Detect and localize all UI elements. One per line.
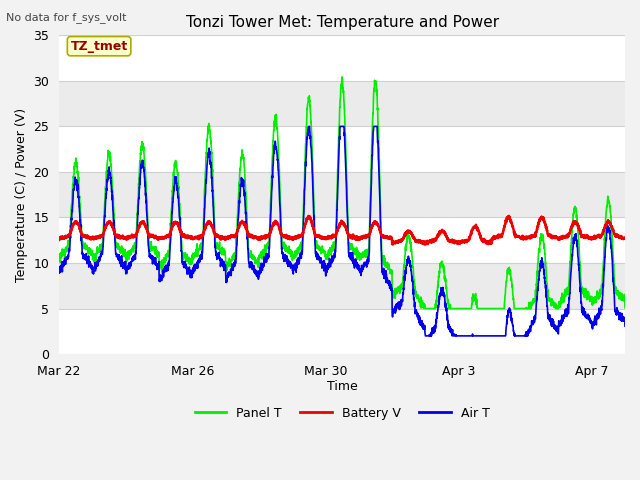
Battery V bbox=[389, 241, 397, 247]
Panel T bbox=[120, 247, 127, 253]
Line: Air T: Air T bbox=[59, 126, 625, 336]
Panel T bbox=[420, 306, 428, 312]
Bar bbox=[59, 36, 625, 81]
Y-axis label: Temperature (C) / Power (V): Temperature (C) / Power (V) bbox=[15, 108, 28, 282]
Air T bbox=[272, 144, 280, 150]
Battery V bbox=[55, 235, 63, 241]
Legend: Panel T, Battery V, Air T: Panel T, Battery V, Air T bbox=[190, 402, 494, 425]
Battery V bbox=[550, 234, 557, 240]
Panel T bbox=[621, 305, 629, 311]
Air T bbox=[120, 263, 127, 268]
X-axis label: Time: Time bbox=[326, 380, 358, 393]
Battery V bbox=[305, 213, 312, 219]
Bar bbox=[59, 126, 625, 172]
Title: Tonzi Tower Met: Temperature and Power: Tonzi Tower Met: Temperature and Power bbox=[186, 15, 499, 30]
Air T bbox=[297, 252, 305, 257]
Air T bbox=[621, 324, 629, 329]
Bar bbox=[59, 217, 625, 263]
Text: No data for f_sys_volt: No data for f_sys_volt bbox=[6, 12, 127, 23]
Battery V bbox=[297, 234, 305, 240]
Panel T bbox=[55, 258, 63, 264]
Battery V bbox=[611, 231, 618, 237]
Air T bbox=[154, 264, 161, 270]
Panel T bbox=[611, 278, 618, 284]
Line: Battery V: Battery V bbox=[59, 216, 625, 244]
Battery V bbox=[154, 236, 161, 241]
Battery V bbox=[120, 235, 127, 241]
Battery V bbox=[621, 236, 629, 241]
Panel T bbox=[550, 300, 557, 305]
Air T bbox=[611, 291, 618, 297]
Panel T bbox=[154, 254, 161, 260]
Air T bbox=[55, 270, 63, 276]
Bar bbox=[59, 309, 625, 354]
Panel T bbox=[297, 246, 305, 252]
Air T bbox=[422, 333, 429, 339]
Line: Panel T: Panel T bbox=[59, 77, 625, 309]
Panel T bbox=[338, 74, 346, 80]
Air T bbox=[305, 123, 313, 129]
Battery V bbox=[272, 218, 280, 224]
Air T bbox=[550, 321, 557, 326]
Panel T bbox=[272, 112, 280, 118]
Text: TZ_tmet: TZ_tmet bbox=[70, 40, 128, 53]
